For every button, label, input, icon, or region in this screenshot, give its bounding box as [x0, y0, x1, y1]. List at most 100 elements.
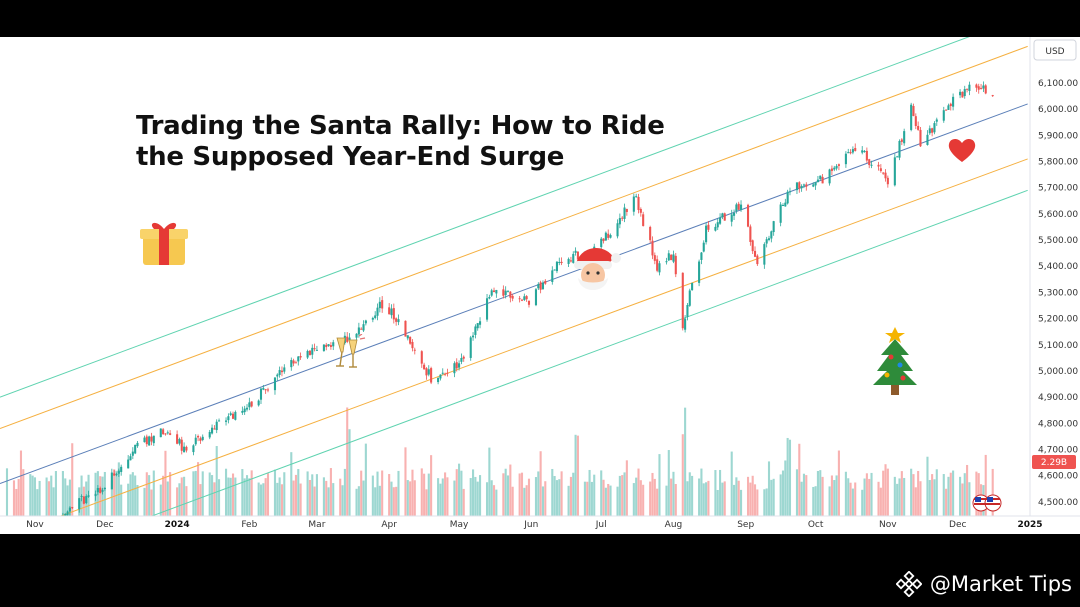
volume-bar [877, 481, 880, 530]
candle [553, 269, 556, 271]
volume-bar [968, 482, 971, 530]
candle [234, 410, 237, 421]
volume-bar [245, 475, 249, 530]
candle [733, 209, 736, 220]
price-axis[interactable]: USD 6,100.00 6,000.00 5,900.00 5,800.00 5,700… [1029, 37, 1080, 534]
volume-bar [830, 475, 833, 530]
volume-bar [642, 484, 645, 530]
candle [751, 239, 754, 255]
candle [180, 436, 183, 455]
candle [145, 434, 148, 447]
candle [68, 506, 71, 517]
volume-bar [266, 473, 270, 530]
volume-bar [68, 479, 71, 530]
candle [357, 322, 360, 338]
candle [299, 352, 302, 360]
volume-bar [143, 487, 146, 530]
volume-bar [814, 486, 817, 530]
candle [241, 406, 244, 415]
candle [211, 424, 214, 435]
candle [169, 430, 172, 436]
candle [378, 297, 381, 313]
candle [966, 88, 969, 93]
volume-bar [751, 475, 754, 530]
volume-bar [700, 468, 703, 530]
volume-bar [816, 470, 819, 530]
candle [411, 339, 414, 352]
volume-bar [534, 477, 538, 530]
time-tick-label: Mar [308, 520, 325, 530]
candle [980, 84, 983, 90]
volume-bar [502, 473, 505, 530]
volume-bar [297, 469, 300, 530]
candle [851, 146, 854, 155]
volume-bar [926, 456, 929, 530]
volume-bar [343, 468, 346, 530]
candle [618, 213, 621, 229]
binance-logo-icon [895, 571, 922, 597]
volume-bar [928, 480, 931, 530]
volume-bar [753, 484, 757, 530]
volume-bar [495, 489, 498, 530]
volume-bar [949, 472, 952, 530]
candle [290, 357, 293, 371]
time-tick-label: Aug [665, 520, 683, 530]
candle [495, 289, 498, 298]
candle [259, 387, 263, 404]
volume-bar [47, 481, 50, 530]
candle [723, 212, 726, 221]
volume-bar [800, 481, 803, 530]
volume-bar [71, 443, 74, 530]
candle [101, 487, 104, 495]
price-tick-label: 5,600.00 [1038, 210, 1078, 220]
candle [364, 319, 367, 326]
candle [674, 252, 677, 278]
volume-bar [148, 475, 151, 530]
time-tick-label: Jun [523, 520, 538, 530]
volume-bar [772, 478, 775, 530]
volume-bar [672, 471, 675, 530]
time-tick-label: Feb [241, 520, 257, 530]
price-axis-background [1030, 37, 1080, 534]
volume-bar [427, 473, 430, 530]
volume-bar [250, 470, 253, 530]
candle [721, 212, 724, 220]
volume-bar [788, 439, 792, 530]
candle [71, 506, 74, 509]
volume-bar [567, 485, 570, 530]
candle [805, 182, 808, 191]
volume-bar [218, 479, 221, 530]
candle [360, 327, 363, 330]
candle [148, 435, 151, 446]
price-chart[interactable]: USD 6,100.00 6,000.00 5,900.00 5,800.00 5,700… [0, 37, 1080, 534]
chart-panel[interactable]: USD 6,100.00 6,000.00 5,900.00 5,800.00 5,700… [0, 37, 1080, 534]
candle [849, 149, 852, 155]
candle [763, 242, 766, 269]
volume-bar [17, 479, 20, 530]
volume-bar [134, 475, 137, 530]
volume-bar [22, 469, 25, 530]
candle [150, 432, 153, 446]
candle [381, 296, 384, 313]
currency-button[interactable]: USD [1033, 39, 1077, 61]
candle [914, 113, 917, 130]
volume-bar [882, 470, 885, 530]
volume-bar [670, 478, 673, 530]
volume-bar [180, 477, 183, 530]
candle [984, 84, 987, 95]
volume-bar [910, 468, 913, 530]
volume-bar [38, 480, 41, 530]
time-axis[interactable]: Nov Dec 2024 Feb Mar Apr May Jun Jul Aug Sep Oct Nov… [0, 515, 1080, 534]
volume-bar [50, 475, 53, 530]
volume-bar [453, 480, 456, 530]
candle [115, 472, 118, 477]
volume-bar [621, 475, 624, 530]
volume-bar [215, 446, 218, 530]
candle [945, 109, 948, 111]
candle [332, 339, 335, 351]
candle [739, 200, 743, 212]
candle [374, 311, 377, 320]
volume-bar [518, 473, 521, 530]
volume-bar [201, 471, 204, 530]
volume-bar [162, 475, 165, 530]
